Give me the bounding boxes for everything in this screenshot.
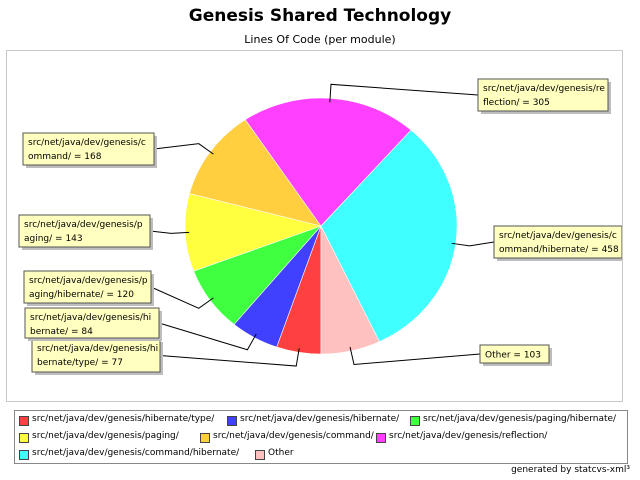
legend-swatch: [410, 416, 420, 426]
callout-label: src/net/java/dev/genesis/re: [483, 84, 605, 94]
legend-swatch: [227, 416, 237, 426]
callout-label: src/net/java/dev/genesis/hi: [30, 313, 151, 323]
callout-label: Other = 103: [485, 351, 541, 361]
legend-label: src/net/java/dev/genesis/paging/hibernat…: [423, 414, 617, 424]
legend-swatch: [19, 416, 29, 426]
callout-line: [451, 241, 495, 247]
chart-title: Genesis Shared Technology: [188, 6, 452, 26]
callout-label: src/net/java/dev/genesis/p: [24, 220, 143, 230]
callout-line: [329, 83, 479, 103]
legend-label: src/net/java/dev/genesis/command/: [213, 431, 374, 441]
callout-label: src/net/java/dev/genesis/hi: [37, 344, 158, 354]
callout-box: [479, 344, 550, 364]
legend-label: src/net/java/dev/genesis/reflection/: [389, 431, 548, 441]
callout-line: [150, 286, 214, 309]
callout-line: [159, 348, 300, 367]
legend-swatch: [19, 433, 29, 443]
callout-box: [23, 270, 152, 304]
callout-line: [349, 346, 481, 366]
callout-box: [18, 214, 151, 248]
legend-swatch: [19, 450, 29, 460]
legend-swatch: [255, 450, 265, 460]
callout-line: [158, 322, 257, 351]
callout-label: flection/ = 305: [483, 98, 550, 108]
callout-box: [31, 338, 161, 373]
pie-chart: src/net/java/dev/genesis/hi bernate/type/…: [18, 78, 622, 375]
callout-label: bernate/ = 84: [30, 327, 93, 337]
callout-label: aging/ = 143: [24, 234, 83, 244]
callout-label: ommand/ = 168: [28, 152, 102, 162]
chart-subtitle: Lines Of Code (per module): [244, 33, 396, 46]
callout-label: bernate/type/ = 77: [37, 358, 123, 368]
callout-label: src/net/java/dev/genesis/c: [499, 231, 617, 241]
callout-line: [149, 230, 190, 234]
callout-box: [493, 225, 622, 259]
callout-label: ommand/hibernate/ = 458: [499, 245, 619, 255]
callout-label: src/net/java/dev/genesis/c: [28, 138, 146, 148]
legend-swatch: [200, 433, 210, 443]
legend-label: src/net/java/dev/genesis/command/hiberna…: [32, 448, 240, 458]
callout-label: src/net/java/dev/genesis/p: [29, 276, 148, 286]
legend-label: src/net/java/dev/genesis/hibernate/: [240, 414, 400, 424]
callout-line: [153, 143, 214, 155]
callout-box: [22, 132, 155, 166]
legend-label: src/net/java/dev/genesis/paging/: [32, 431, 179, 441]
footer-credit: generated by statcvs-xml³: [511, 465, 630, 475]
callout-box: [477, 78, 609, 112]
plot-area: src/net/java/dev/genesis/hi bernate/type/…: [6, 50, 623, 402]
legend: src/net/java/dev/genesis/hibernate/type/…: [14, 410, 628, 464]
legend-swatch: [376, 433, 386, 443]
legend-label: src/net/java/dev/genesis/hibernate/type/: [32, 414, 215, 424]
legend-label: Other: [268, 448, 294, 458]
callout-label: aging/hibernate/ = 120: [29, 290, 134, 300]
callout-box: [24, 307, 160, 339]
